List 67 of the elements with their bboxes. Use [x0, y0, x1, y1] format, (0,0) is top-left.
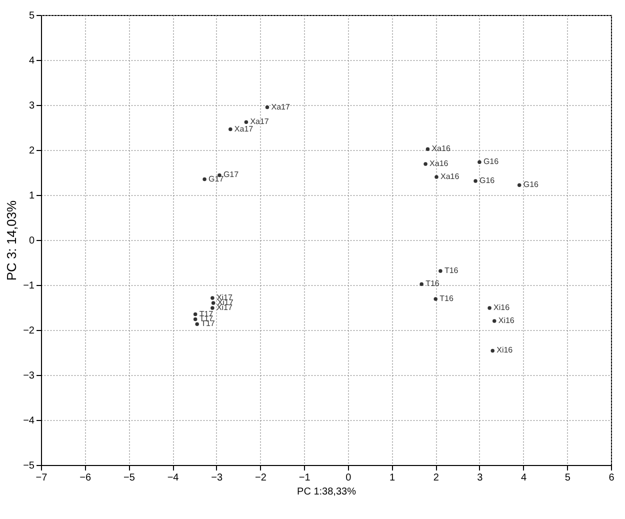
x-axis-title: PC 1:38,33% — [297, 486, 356, 498]
y-tick-label: 3 — [28, 100, 35, 112]
point — [193, 312, 198, 316]
x-tick-label: 6 — [608, 472, 615, 484]
x-tick-label: 3 — [477, 472, 484, 484]
series-label: Xa17 — [271, 102, 290, 112]
y-tick-label: 5 — [28, 10, 35, 22]
series-label: T16 — [444, 266, 459, 276]
text: G16 — [480, 176, 495, 186]
series-label: Xi16 — [494, 302, 510, 312]
point — [228, 127, 232, 132]
y-tick-label: 0 — [28, 236, 35, 246]
text: G16 — [523, 180, 538, 190]
point — [426, 147, 430, 151]
text: T16 — [440, 294, 454, 303]
y-tick-label: −1 — [23, 280, 35, 292]
x-tick-label: −6 — [80, 472, 92, 484]
point — [492, 319, 496, 323]
series-label: G16 — [483, 157, 500, 166]
point — [434, 175, 438, 179]
point — [265, 105, 270, 110]
series-label: Xi17 — [216, 302, 233, 312]
text: Xa16 — [432, 144, 450, 154]
point — [420, 282, 424, 286]
point — [244, 120, 248, 124]
point — [474, 179, 478, 183]
y-tick-label: 2 — [28, 146, 35, 156]
text: Xa17 — [250, 117, 269, 126]
x-tick-label: 4 — [521, 472, 528, 484]
series-label: Xa16 — [440, 172, 460, 181]
point — [424, 162, 428, 166]
point — [195, 322, 199, 326]
x-tick-label: 2 — [433, 472, 440, 484]
point — [517, 183, 522, 187]
text: T16 — [426, 279, 440, 288]
text: Xa17 — [234, 124, 254, 134]
x-tick-label: −7 — [36, 472, 48, 484]
text: Xa16 — [430, 158, 448, 168]
point — [478, 160, 482, 164]
y-tick-label: −3 — [23, 370, 35, 382]
text: Xi16 — [498, 316, 514, 325]
series-label: G17 — [208, 174, 224, 184]
x-tick-label: −4 — [167, 472, 180, 484]
y-tick-label: 1 — [28, 190, 35, 202]
point — [202, 177, 206, 182]
point — [210, 306, 214, 310]
point — [210, 296, 214, 300]
point — [211, 301, 216, 305]
x-tick-label: −1 — [298, 472, 311, 484]
point — [490, 348, 494, 353]
x-tick-label: 0 — [346, 472, 352, 484]
text: G17 — [223, 170, 239, 180]
x-tick-label: −3 — [211, 472, 224, 484]
text: Xi16 — [496, 346, 513, 355]
y-tick-label: −5 — [23, 460, 35, 472]
y-tick-label: 4 — [28, 56, 35, 66]
y-axis-title: PC 3: 14,03% — [4, 200, 20, 281]
point — [434, 297, 438, 301]
point — [488, 306, 492, 310]
y-tick-label: −4 — [23, 416, 35, 426]
y-tick-label: −2 — [23, 326, 35, 336]
x-tick-label: −2 — [255, 472, 267, 484]
x-tick-label: 5 — [564, 472, 571, 484]
point — [193, 317, 198, 322]
point — [438, 269, 442, 273]
x-tick-label: −5 — [123, 472, 136, 484]
x-tick-label: 1 — [389, 472, 396, 484]
